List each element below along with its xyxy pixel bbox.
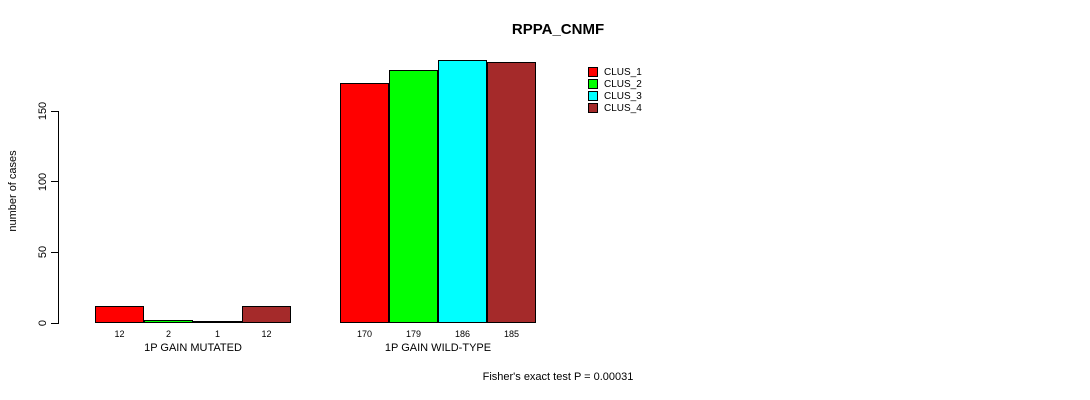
bar-clus_1-group-0 <box>95 306 144 323</box>
bar-clus_1-group-1 <box>340 83 389 323</box>
legend-row: CLUS_4 <box>588 102 642 114</box>
legend-label: CLUS_1 <box>604 66 642 78</box>
y-tick-mark <box>51 251 59 253</box>
y-tick-label: 100 <box>37 172 49 191</box>
y-axis-line <box>58 111 59 324</box>
legend-swatch-clus_2 <box>588 79 598 89</box>
y-axis-label: number of cases <box>7 150 19 232</box>
y-tick-label: 150 <box>37 101 49 121</box>
y-tick-label: 0 <box>37 319 49 327</box>
bar-value-label: 12 <box>261 329 272 339</box>
bar-clus_3-group-1 <box>438 60 487 323</box>
bar-value-label: 12 <box>114 329 125 339</box>
y-tick-mark <box>51 322 59 324</box>
legend-row: CLUS_3 <box>588 90 642 102</box>
legend-row: CLUS_2 <box>588 78 642 90</box>
bar-clus_4-group-1 <box>487 62 536 323</box>
bar-clus_2-group-1 <box>389 70 438 323</box>
bar-value-label: 1 <box>214 329 221 339</box>
legend-swatch-clus_3 <box>588 91 598 101</box>
chart-title: RPPA_CNMF <box>511 21 605 38</box>
legend: CLUS_1 CLUS_2 CLUS_3 CLUS_4 <box>588 66 642 114</box>
bar-value-label: 170 <box>356 329 373 339</box>
bar-value-label: 179 <box>405 329 422 339</box>
bar-value-label: 2 <box>165 329 172 339</box>
y-tick-mark <box>51 181 59 183</box>
group-label-1: 1P GAIN WILD-TYPE <box>384 342 492 354</box>
fisher-test-annotation: Fisher's exact test P = 0.00031 <box>482 371 634 383</box>
y-tick-label: 50 <box>37 246 49 259</box>
y-tick-mark <box>51 110 59 112</box>
legend-label: CLUS_4 <box>604 102 642 114</box>
bar-clus_4-group-0 <box>242 306 291 323</box>
legend-label: CLUS_3 <box>604 90 642 102</box>
bar-clus_2-group-0 <box>144 320 193 323</box>
legend-swatch-clus_4 <box>588 103 598 113</box>
legend-swatch-clus_1 <box>588 67 598 77</box>
group-label-0: 1P GAIN MUTATED <box>144 342 242 354</box>
legend-row: CLUS_1 <box>588 66 642 78</box>
bar-value-label: 186 <box>454 329 471 339</box>
bar-clus_3-group-0 <box>193 321 242 323</box>
bar-value-label: 185 <box>503 329 520 339</box>
legend-label: CLUS_2 <box>604 78 642 90</box>
